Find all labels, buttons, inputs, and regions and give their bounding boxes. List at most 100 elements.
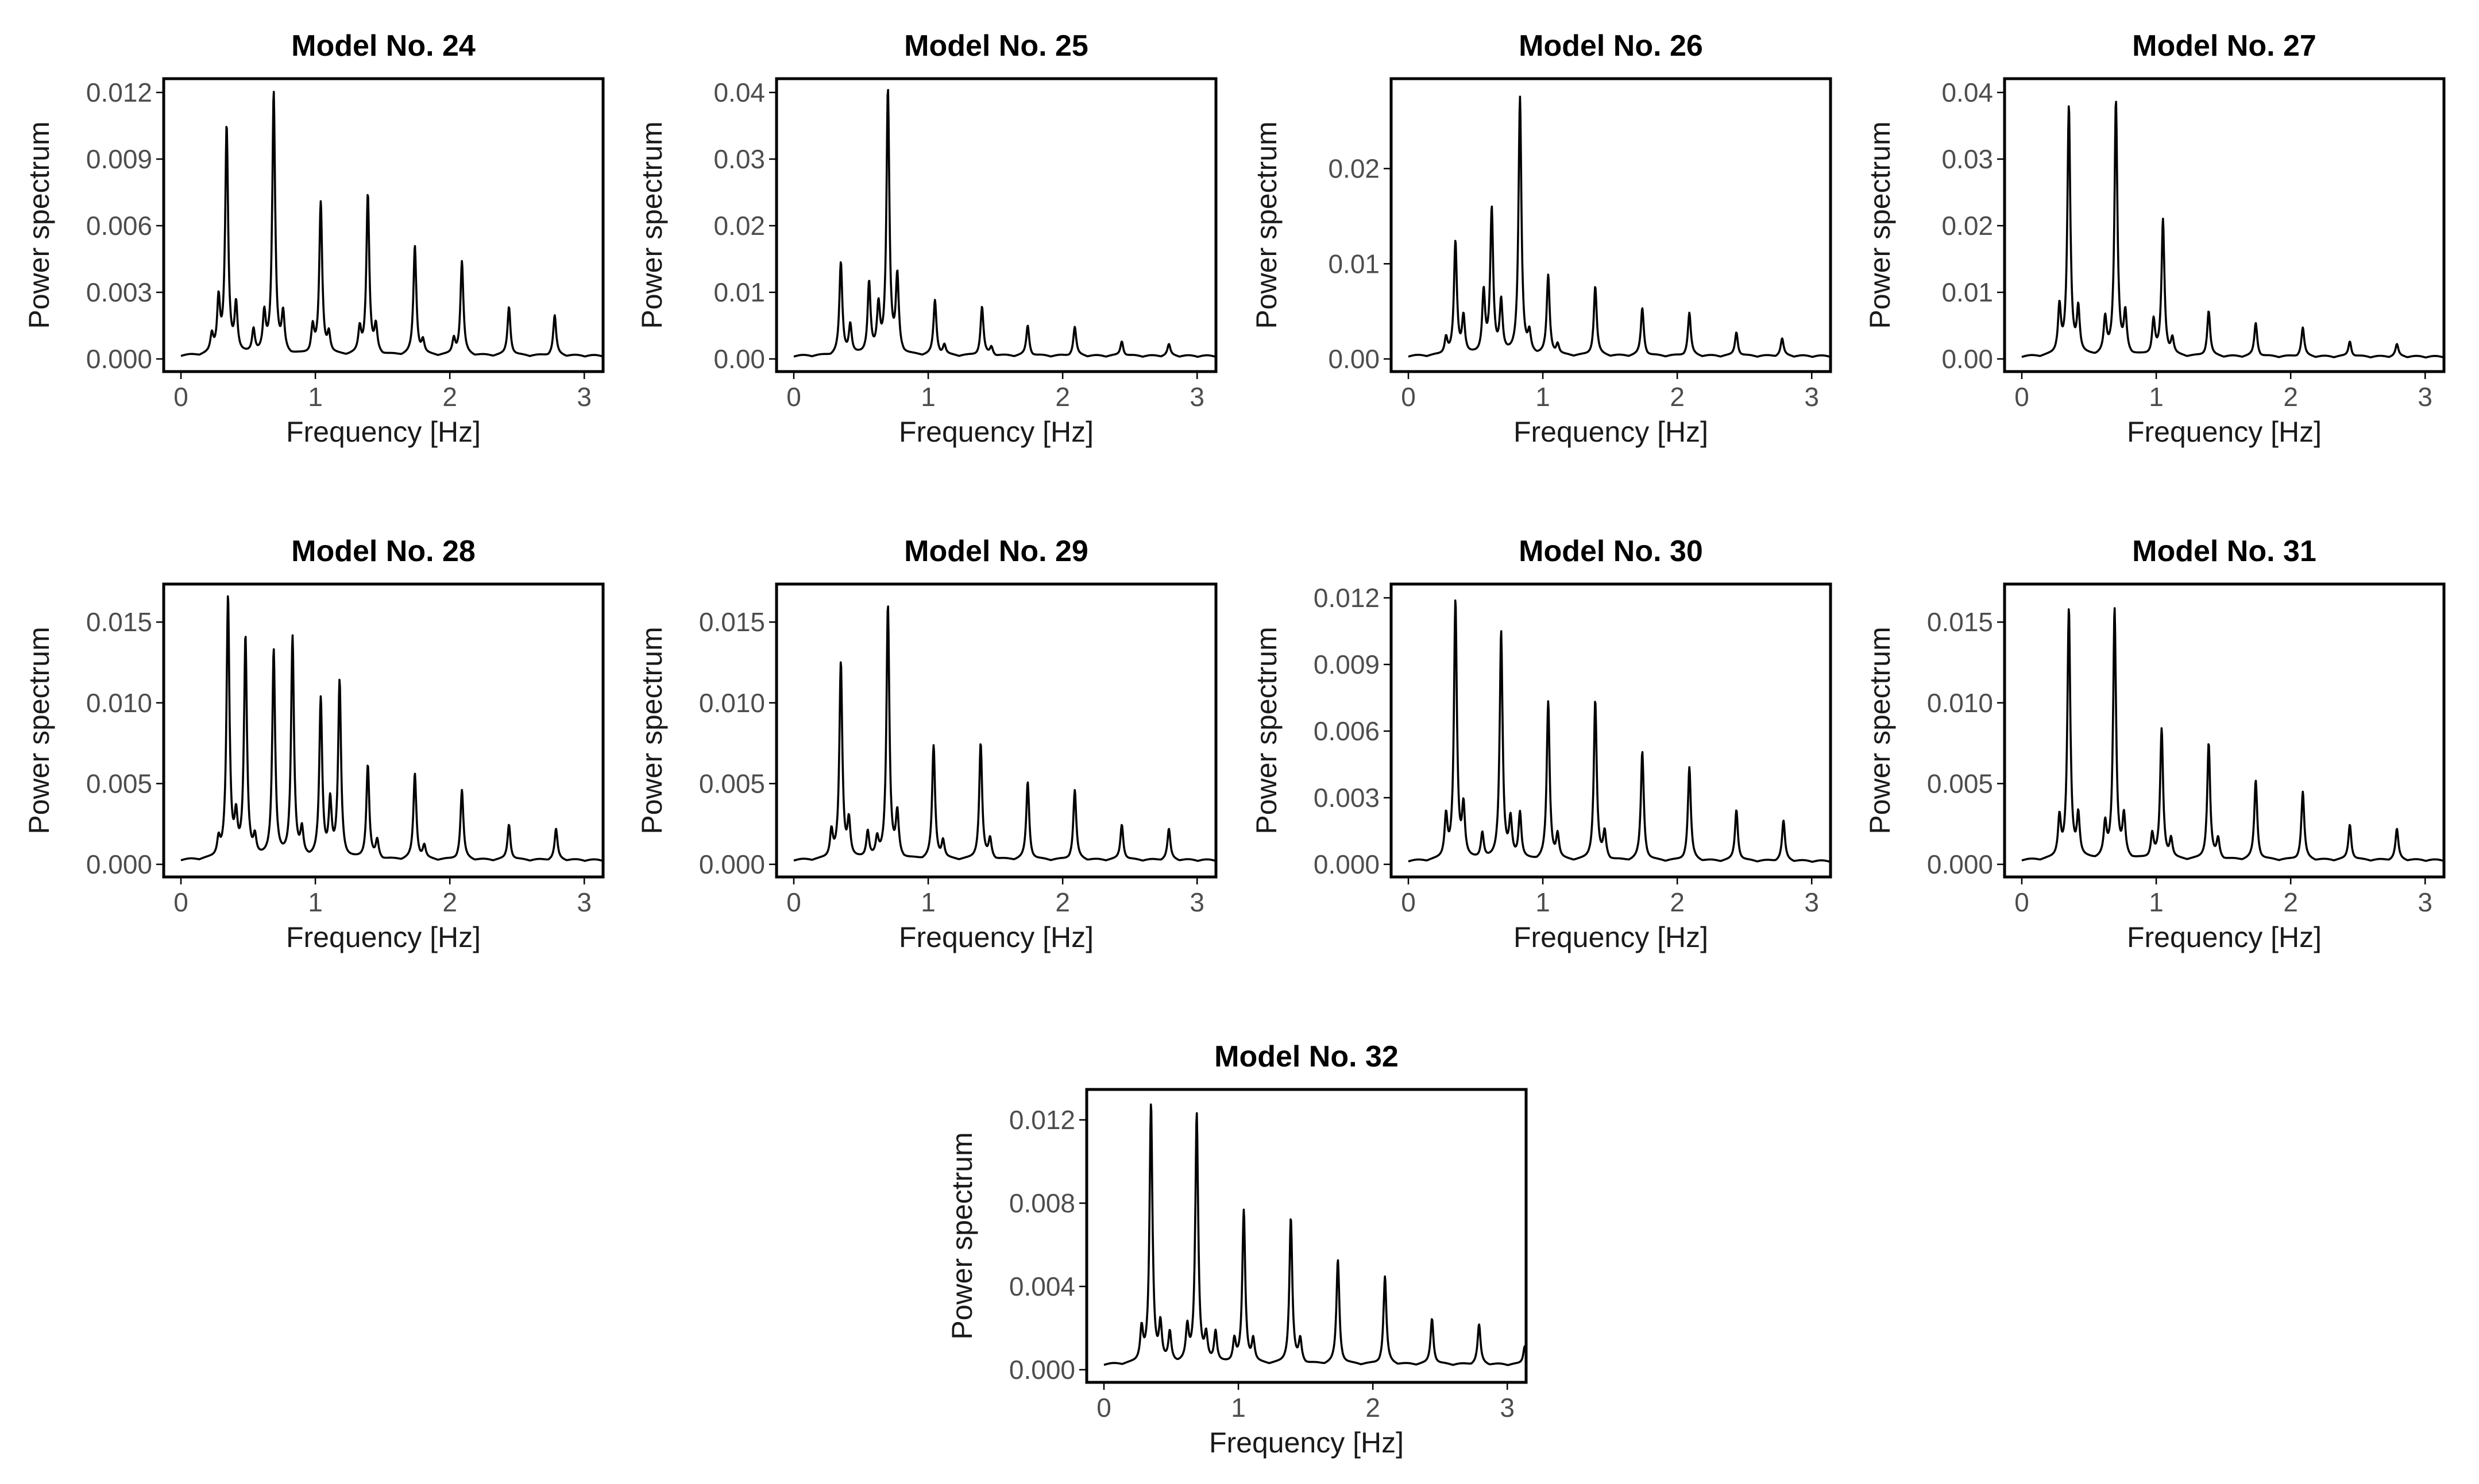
- y-tick-label: 0.02: [1328, 154, 1380, 184]
- x-tick-label: 2: [2283, 382, 2298, 412]
- y-tick-label: 0.000: [1927, 849, 1993, 879]
- spectrum-panel: Model No. 30 0 1 2 3 0.000 0.003 0.006 0.009 0.01…: [1250, 535, 1832, 953]
- y-tick-label: 0.005: [699, 768, 765, 798]
- spectrum-panel: Model No. 27 0 1 2 3 0.00 0.01 0.02 0.03 0.04 Freq…: [1864, 29, 2446, 448]
- x-tick-label: 0: [786, 887, 801, 917]
- panel-title: Model No. 29: [904, 535, 1088, 568]
- panel-title: Model No. 30: [1519, 535, 1703, 568]
- spectrum-series-line: [180, 91, 604, 358]
- spectrum-panel: Model No. 32 0 1 2 3 0.000 0.004 0.008 0.012 Freq…: [946, 1040, 1528, 1459]
- plot-frame: [1389, 77, 1832, 373]
- y-axis-label: Power spectrum: [1864, 627, 1896, 834]
- y-tick-label: 0.00: [713, 344, 765, 374]
- y-tick-label: 0.000: [1314, 849, 1380, 879]
- y-tick-label: 0.000: [86, 344, 152, 374]
- x-axis-label: Frequency [Hz]: [1513, 416, 1708, 448]
- y-tick-label: 0.015: [1927, 607, 1993, 637]
- y-tick-label: 0.005: [86, 768, 152, 798]
- x-axis-label: Frequency [Hz]: [1513, 921, 1708, 953]
- panel-title: Model No. 31: [2132, 535, 2316, 568]
- y-tick-label: 0.003: [86, 277, 152, 307]
- spectrum-series-line: [180, 595, 604, 862]
- x-tick-label: 1: [1231, 1393, 1246, 1423]
- y-tick-label: 0.01: [1941, 277, 1993, 307]
- spectrum-series-line: [1408, 599, 1831, 863]
- y-axis-label: Power spectrum: [636, 121, 668, 329]
- plot-frame: [162, 582, 605, 879]
- y-tick-label: 0.009: [1314, 650, 1380, 679]
- y-tick-label: 0.00: [1941, 344, 1993, 374]
- x-tick-label: 1: [1535, 382, 1550, 412]
- spectrum-series-line: [1408, 95, 1831, 358]
- y-tick-label: 0.04: [1941, 78, 1993, 107]
- y-tick-label: 0.000: [1009, 1355, 1075, 1385]
- x-tick-label: 2: [442, 887, 457, 917]
- y-axis-label: Power spectrum: [636, 627, 668, 834]
- y-tick-label: 0.008: [1009, 1188, 1075, 1218]
- x-axis-label: Frequency [Hz]: [2127, 921, 2322, 953]
- panel-title: Model No. 32: [1214, 1040, 1399, 1073]
- x-tick-label: 0: [173, 382, 188, 412]
- y-tick-label: 0.010: [1927, 688, 1993, 718]
- x-axis-label: Frequency [Hz]: [2127, 416, 2322, 448]
- y-tick-label: 0.012: [1009, 1105, 1075, 1135]
- x-axis-label: Frequency [Hz]: [899, 921, 1094, 953]
- spectrum-panel: Model No. 28 0 1 2 3 0.000 0.005 0.010 0.015 Freq…: [23, 535, 605, 953]
- x-tick-label: 3: [1804, 382, 1819, 412]
- x-tick-label: 1: [921, 382, 936, 412]
- spectrum-panel: Model No. 25 0 1 2 3 0.00 0.01 0.02 0.03 0.04 Freq…: [636, 29, 1218, 448]
- x-tick-label: 0: [173, 887, 188, 917]
- x-tick-label: 1: [921, 887, 936, 917]
- y-tick-label: 0.012: [86, 78, 152, 107]
- y-tick-label: 0.000: [699, 849, 765, 879]
- x-tick-label: 2: [1055, 887, 1070, 917]
- y-tick-label: 0.015: [699, 607, 765, 637]
- panel-title: Model No. 24: [291, 29, 476, 63]
- x-tick-label: 1: [308, 382, 323, 412]
- y-tick-label: 0.000: [86, 849, 152, 879]
- x-tick-label: 2: [1670, 887, 1685, 917]
- y-axis-label: Power spectrum: [1250, 121, 1283, 329]
- y-tick-label: 0.006: [86, 211, 152, 241]
- y-tick-label: 0.03: [1941, 144, 1993, 174]
- x-axis-label: Frequency [Hz]: [286, 921, 481, 953]
- x-axis-label: Frequency [Hz]: [286, 416, 481, 448]
- spectrum-series-line: [1103, 1103, 1527, 1366]
- spectrum-panel: Model No. 29 0 1 2 3 0.000 0.005 0.010 0.015 Freq…: [636, 535, 1218, 953]
- y-tick-label: 0.003: [1314, 783, 1380, 813]
- spectrum-panel: Model No. 26 0 1 2 3 0.00 0.01 0.02 Frequency [H…: [1250, 29, 1832, 448]
- y-tick-label: 0.01: [713, 277, 765, 307]
- x-tick-label: 0: [786, 382, 801, 412]
- spectrum-panel: Model No. 31 0 1 2 3 0.000 0.005 0.010 0.015 Freq…: [1864, 535, 2446, 953]
- spectrum-series-line: [793, 88, 1217, 358]
- y-tick-label: 0.02: [1941, 211, 1993, 241]
- x-tick-label: 1: [2149, 887, 2164, 917]
- y-tick-label: 0.04: [713, 78, 765, 107]
- y-tick-label: 0.004: [1009, 1272, 1075, 1301]
- panel-title: Model No. 28: [291, 535, 476, 568]
- x-tick-label: 0: [1096, 1393, 1111, 1423]
- y-tick-label: 0.009: [86, 144, 152, 174]
- x-tick-label: 1: [1535, 887, 1550, 917]
- y-tick-label: 0.006: [1314, 716, 1380, 746]
- panel-title: Model No. 26: [1519, 29, 1703, 63]
- plot-frame: [1085, 1088, 1528, 1384]
- y-axis-label: Power spectrum: [23, 627, 55, 834]
- x-tick-label: 2: [1365, 1393, 1380, 1423]
- x-tick-label: 2: [1055, 382, 1070, 412]
- x-tick-label: 3: [577, 382, 592, 412]
- y-tick-label: 0.012: [1314, 583, 1380, 613]
- y-tick-label: 0.005: [1927, 768, 1993, 798]
- y-tick-label: 0.00: [1328, 344, 1380, 374]
- plot-frame: [2003, 582, 2446, 879]
- x-axis-label: Frequency [Hz]: [1209, 1427, 1404, 1459]
- spectrum-series-line: [2021, 607, 2445, 862]
- x-tick-label: 3: [1500, 1393, 1515, 1423]
- x-tick-label: 2: [2283, 887, 2298, 917]
- spectrum-panel: Model No. 24 0 1 2 3 0.000 0.003 0.006 0.009 0.01…: [23, 29, 605, 448]
- x-tick-label: 0: [1401, 382, 1416, 412]
- y-axis-label: Power spectrum: [1250, 627, 1283, 834]
- x-tick-label: 3: [2418, 382, 2432, 412]
